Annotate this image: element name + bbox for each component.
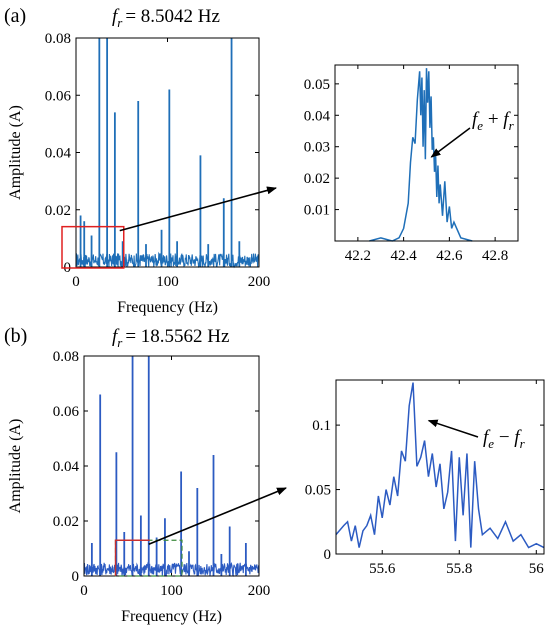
x-tick-label: 100 xyxy=(156,274,179,290)
panel-label-b: (b) xyxy=(4,325,27,347)
plot-frame xyxy=(335,379,545,555)
y-tick-label: 0.05 xyxy=(305,483,331,499)
x-tick-label: 200 xyxy=(248,583,271,599)
zoom-connectors xyxy=(119,186,287,545)
title-a-value: = 8.5042 Hz xyxy=(125,6,220,27)
title-b-symbol: f xyxy=(112,326,120,347)
x-tick-label: 42.2 xyxy=(345,248,371,264)
annotation-label: fe − fr xyxy=(483,427,526,451)
y-tick-label: 0.06 xyxy=(45,88,72,104)
y-tick-label: 0 xyxy=(324,547,332,563)
x-tick-label: 0 xyxy=(80,583,88,599)
annotation-label: fe + fr xyxy=(472,109,515,133)
title-b: fr = 18.5562 Hz xyxy=(112,326,229,350)
x-axis-label: Frequency (Hz) xyxy=(117,299,218,316)
chart-b-main: 0 100 200 0 0.02 0.04 0.06 0.08 Frequency (Hz) Am… xyxy=(7,349,270,625)
x-tick-label: 200 xyxy=(248,274,271,290)
title-b-value: = 18.5562 Hz xyxy=(125,326,229,347)
y-tick-label: 0.01 xyxy=(304,203,330,219)
zoom-series-line xyxy=(335,382,545,549)
chart-a-zoom: 42.2 42.4 42.6 42.8 0.01 0.02 0.03 0.04 0.05 fe +… xyxy=(304,64,519,264)
y-tick-label: 0.04 xyxy=(304,108,331,124)
zoom-connector-b xyxy=(148,487,287,545)
y-tick-label: 0.02 xyxy=(53,514,79,530)
zoom-series-line xyxy=(369,68,473,242)
x-tick-label: 55.6 xyxy=(369,561,396,577)
x-tick-label: 100 xyxy=(160,583,183,599)
y-tick-label: 0.08 xyxy=(53,349,79,365)
title-a: fr = 8.5042 Hz xyxy=(112,6,220,30)
zoom-region-box-a xyxy=(61,225,125,269)
x-tick-label: 55.8 xyxy=(446,561,472,577)
y-tick-label: 0.04 xyxy=(45,146,72,162)
x-tick-label: 42.6 xyxy=(436,248,463,264)
title-a-sub: r xyxy=(117,15,123,30)
x-axis-label: Frequency (Hz) xyxy=(121,608,222,625)
y-axis-label: Amplitude (A) xyxy=(7,105,24,200)
plot-frame xyxy=(334,64,519,242)
x-tick-label: 0 xyxy=(72,274,80,290)
zoom-region-box-b-red xyxy=(114,539,150,576)
annotation-arrow-a xyxy=(430,127,471,158)
plot-frame xyxy=(83,355,260,577)
y-tick-label: 0.03 xyxy=(304,140,330,156)
y-axis-label: Amplitude (A) xyxy=(7,419,24,514)
y-tick-label: 0 xyxy=(72,569,80,585)
y-tick-label: 0.02 xyxy=(304,171,330,187)
y-tick-label: 0.1 xyxy=(312,418,331,434)
panel-label-a: (a) xyxy=(4,5,26,27)
x-tick-label: 42.8 xyxy=(482,248,508,264)
title-a-symbol: f xyxy=(112,6,120,27)
y-tick-label: 0.04 xyxy=(53,459,80,475)
chart-b-zoom: 55.6 55.8 56 0 0.05 0.1 fe − fr xyxy=(305,379,545,577)
y-tick-label: 0.06 xyxy=(53,404,80,420)
y-tick-label: 0.08 xyxy=(45,31,71,47)
annotation-arrow-b xyxy=(427,419,479,438)
title-b-sub: r xyxy=(117,335,123,350)
plot-frame xyxy=(75,37,260,268)
y-tick-label: 0.05 xyxy=(304,77,330,93)
x-tick-label: 42.4 xyxy=(391,248,418,264)
zoom-connector-a xyxy=(119,186,277,232)
x-tick-label: 56 xyxy=(529,561,545,577)
y-tick-label: 0.02 xyxy=(45,203,71,219)
